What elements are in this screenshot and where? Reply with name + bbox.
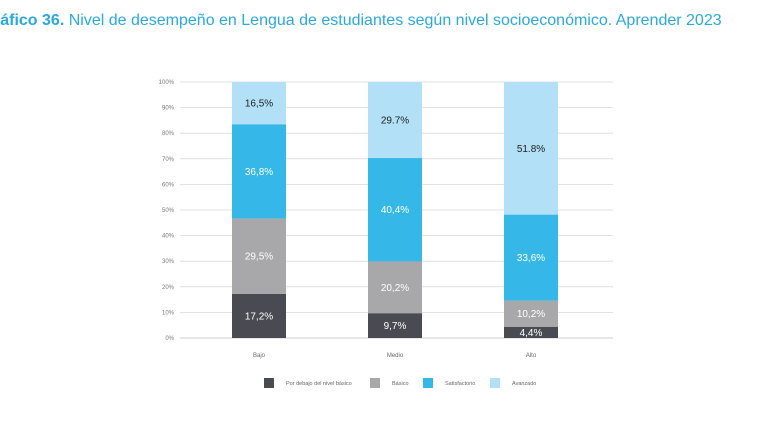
bar-segment <box>232 293 286 338</box>
x-category-label: Medio <box>387 353 404 359</box>
bar-segment <box>504 300 558 327</box>
bar-segment <box>504 326 558 338</box>
bar-segment <box>368 261 422 314</box>
legend-label: Satisfactorio <box>445 381 475 387</box>
chart-title: ráfico 36. Nivel de desempeño en Lengua … <box>0 12 722 30</box>
bar-segment <box>232 124 286 219</box>
data-label: 4,4% <box>520 328 543 339</box>
data-label: 20,2% <box>381 283 409 294</box>
x-category-label: Alto <box>526 353 537 359</box>
data-label: 10,2% <box>517 309 545 320</box>
legend-swatch <box>423 378 433 388</box>
bar-segment <box>232 218 286 294</box>
bar-segment <box>368 158 422 262</box>
bar-segment <box>504 82 558 215</box>
y-tick-label: 30% <box>162 259 175 265</box>
legend-swatch <box>490 378 500 388</box>
y-tick-label: 70% <box>162 157 175 163</box>
data-label: 29.7% <box>381 116 409 127</box>
y-tick-label: 0% <box>165 336 174 342</box>
legend-label: Por debajo del nivel básico <box>286 381 352 387</box>
y-tick-label: 50% <box>162 208 175 214</box>
data-label: 17,2% <box>245 311 273 322</box>
legend-label: Básico <box>392 381 409 387</box>
data-label: 36,8% <box>245 167 273 178</box>
bar-segment <box>368 313 422 338</box>
legend-swatch <box>370 378 380 388</box>
bar-segment <box>232 82 286 125</box>
chart-title-text: Nivel de desempeño en Lengua de estudian… <box>68 12 722 29</box>
y-tick-label: 10% <box>162 310 175 316</box>
y-tick-label: 100% <box>159 80 175 86</box>
x-category-label: Bajo <box>253 353 266 359</box>
data-label: 33,6% <box>517 253 545 264</box>
data-label: 51.8% <box>517 144 545 155</box>
y-tick-label: 90% <box>162 106 175 112</box>
legend-swatch <box>264 378 274 388</box>
data-label: 9,7% <box>384 321 407 332</box>
legend-label: Avanzado <box>512 381 536 387</box>
bar-segment <box>368 82 422 159</box>
data-label: 29,5% <box>245 252 273 263</box>
data-label: 40,4% <box>381 205 409 216</box>
y-tick-label: 80% <box>162 131 175 137</box>
y-tick-label: 60% <box>162 182 175 188</box>
y-tick-label: 40% <box>162 234 175 240</box>
data-label: 16,5% <box>245 99 273 110</box>
chart-title-prefix: ráfico 36. <box>0 12 65 29</box>
y-tick-label: 20% <box>162 285 175 291</box>
bar-segment <box>504 214 558 301</box>
